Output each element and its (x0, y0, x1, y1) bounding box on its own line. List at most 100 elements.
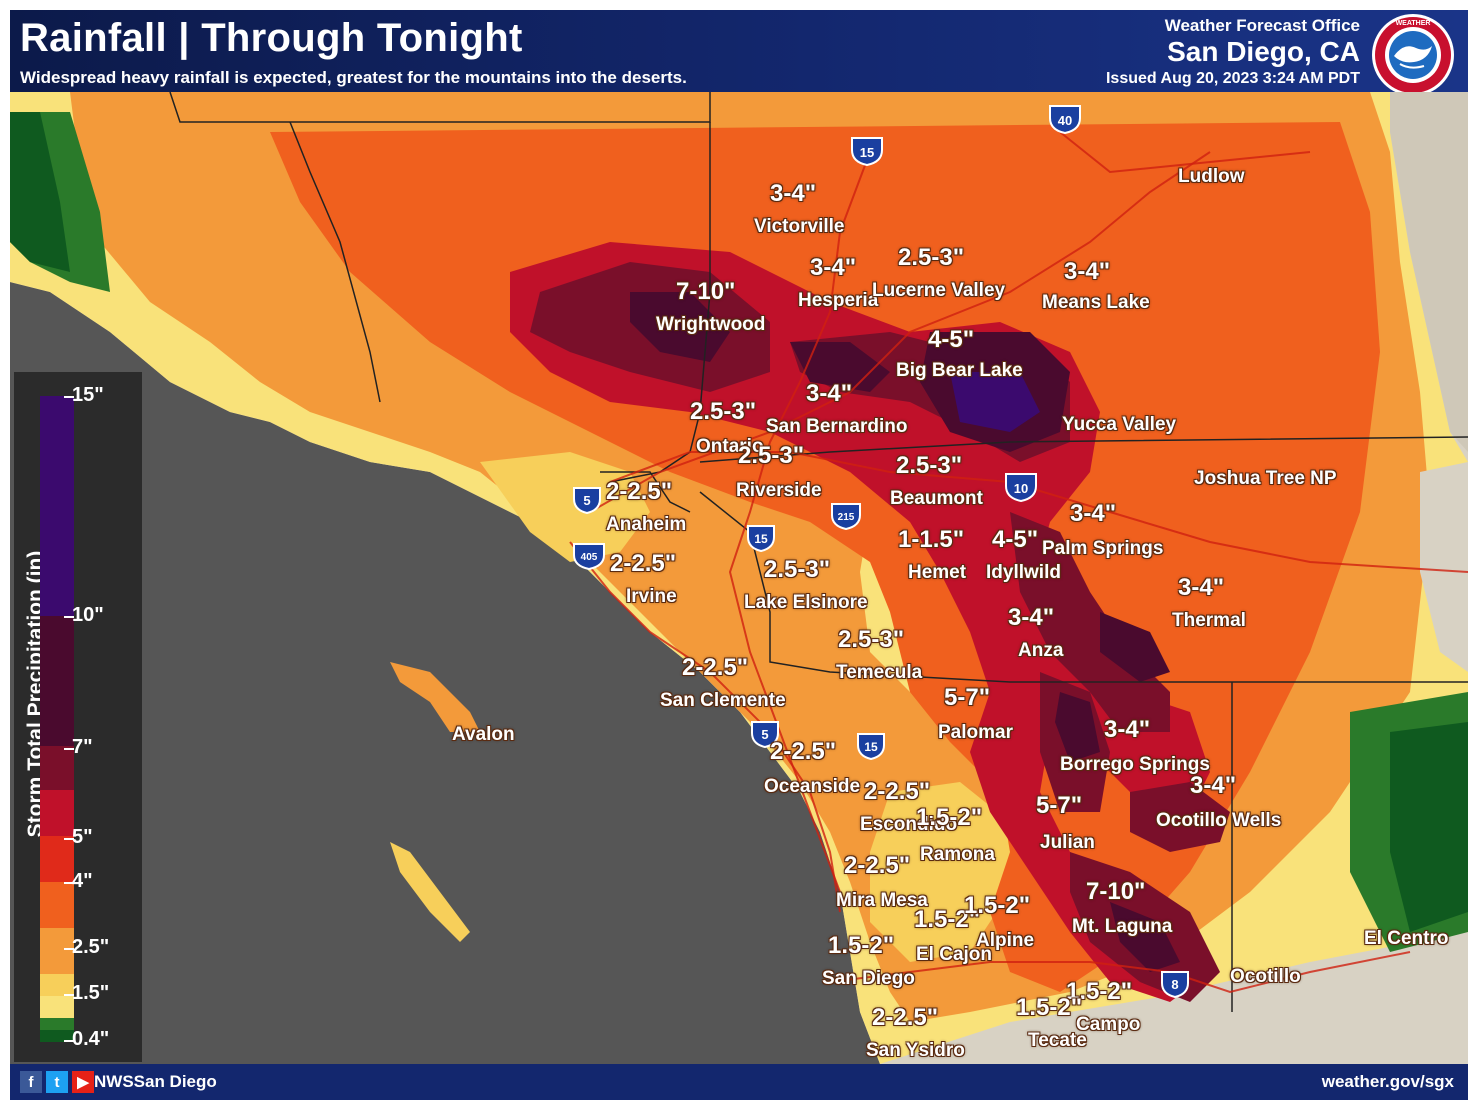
amount-label: 1.5-2" (828, 932, 895, 959)
amount-label: 2-2.5" (770, 738, 837, 765)
shield-label: 10 (1014, 481, 1028, 496)
place-label: Lake Elsinore (744, 592, 868, 613)
interstate-40-shield: 40 (1048, 104, 1082, 139)
place-label: Wrightwood (656, 314, 766, 335)
amount-label: 3-4" (1070, 500, 1117, 527)
place-label: Anaheim (606, 514, 687, 535)
legend-color-bar (40, 396, 74, 1042)
amount-label: 3-4" (1178, 574, 1225, 601)
place-label: Oceanside (764, 776, 861, 797)
twitter-icon[interactable]: t (46, 1071, 68, 1093)
place-label: Julian (1040, 832, 1095, 853)
office-city: San Diego, CA (1167, 36, 1360, 67)
amount-label: 3-4" (1190, 772, 1237, 799)
place-label: Big Bear Lake (896, 360, 1023, 381)
amount-label: 3-4" (810, 254, 857, 281)
shield-label: 15 (860, 145, 874, 160)
place-label: Anza (1018, 640, 1064, 661)
place-label: Palm Springs (1042, 538, 1164, 559)
legend-tick: 7" (64, 736, 93, 758)
header-bar: Rainfall | Through Tonight Widespread he… (10, 10, 1468, 96)
interstate-15-shield: 15 (850, 136, 884, 171)
interstate-405-shield: 405 (572, 542, 606, 575)
legend-tick: 4" (64, 870, 93, 892)
place-label: San Clemente (660, 690, 786, 711)
place-label: Yucca Valley (1062, 414, 1177, 435)
place-label: San Bernardino (766, 416, 908, 437)
amount-label: 2-2.5" (682, 654, 749, 681)
place-label: Temecula (836, 662, 923, 683)
place-label: Alpine (976, 930, 1035, 951)
amount-label: 2.5-3" (738, 442, 805, 469)
amount-label: 7-10" (676, 278, 736, 305)
amount-label: 1.5-2" (914, 906, 981, 933)
legend-tick: 1.5" (63, 982, 110, 1004)
facebook-icon[interactable]: f (20, 1071, 42, 1093)
amount-label: 2-2.5" (844, 852, 911, 879)
shield-label: 215 (838, 512, 855, 523)
place-label: Campo (1076, 1014, 1141, 1035)
issued-time: Issued Aug 20, 2023 3:24 AM PDT (1105, 70, 1360, 87)
legend-tick: 2.5" (63, 936, 110, 958)
noaa-nws-logo-icon: WEATHER (1372, 14, 1454, 96)
place-label: San Ysidro (866, 1040, 965, 1061)
shield-label: 405 (581, 552, 598, 563)
office-label: Weather Forecast Office (1164, 16, 1360, 35)
place-label: Ocotillo (1230, 966, 1301, 987)
page-subtitle: Widespread heavy rainfall is expected, g… (20, 68, 687, 87)
interstate-5-shield: 5 (572, 486, 602, 519)
amount-label: 2.5-3" (764, 556, 831, 583)
place-label: Idyllwild (986, 562, 1061, 583)
place-label: Borrego Springs (1060, 754, 1210, 775)
place-label: Riverside (736, 480, 822, 501)
website-link[interactable]: weather.gov/sgx (1321, 1072, 1454, 1091)
precip-map-canvas (10, 92, 1468, 1064)
amount-label: 5-7" (944, 684, 991, 711)
page-title: Rainfall | Through Tonight (20, 16, 523, 60)
place-label: Ontario (696, 436, 764, 457)
shield-label: 15 (864, 740, 878, 754)
place-label: Tecate (1028, 1030, 1087, 1051)
precip-map: 40 15 10 5 405 15 215 5 15 8 3-4" Victor… (10, 92, 1468, 1064)
amount-label: 2.5-3" (690, 398, 757, 425)
place-label: Lucerne Valley (872, 280, 1006, 301)
youtube-icon[interactable]: ▶ (72, 1071, 94, 1093)
place-label: Means Lake (1042, 292, 1150, 313)
amount-label: 2.5-3" (838, 626, 905, 653)
place-label: El Cajon (916, 944, 993, 965)
amount-label: 2-2.5" (872, 1004, 939, 1031)
place-label: San Diego (822, 968, 915, 989)
amount-label: 3-4" (806, 380, 853, 407)
amount-label: 2.5-3" (898, 244, 965, 271)
place-label: Hesperia (798, 290, 879, 311)
social-handle[interactable]: NWSSan Diego (94, 1072, 217, 1091)
shield-label: 15 (754, 532, 768, 546)
place-label: Palomar (938, 722, 1013, 743)
place-label: Ramona (920, 844, 995, 865)
legend-tick: 0.4" (63, 1028, 110, 1050)
amount-label: 2-2.5" (864, 778, 931, 805)
amount-label: 2.5-3" (896, 452, 963, 479)
amount-label: 3-4" (1064, 258, 1111, 285)
interstate-5-shield: 5 (750, 720, 780, 753)
shield-label: 40 (1058, 113, 1072, 128)
shield-label: 5 (583, 493, 590, 508)
amount-label: 2-2.5" (610, 550, 677, 577)
amount-label: 1.5-2" (964, 892, 1031, 919)
legend-tick: 10" (64, 604, 104, 626)
place-label: Thermal (1172, 610, 1246, 631)
amount-label: 1.5-2" (1016, 994, 1083, 1021)
place-label: Escondido (860, 814, 958, 835)
interstate-15-shield: 15 (746, 524, 776, 557)
amount-label: 4-5" (992, 526, 1039, 553)
interstate-215-shield: 215 (830, 502, 862, 535)
place-label: Hemet (908, 562, 967, 583)
amount-label: 5-7" (1036, 792, 1083, 819)
amount-label: 3-4" (770, 180, 817, 207)
place-label: Mt. Laguna (1072, 916, 1173, 937)
shield-label: 8 (1171, 977, 1178, 992)
amount-label: 2-2.5" (606, 478, 673, 505)
shield-label: 5 (761, 727, 768, 742)
place-label: Victorville (754, 216, 845, 237)
